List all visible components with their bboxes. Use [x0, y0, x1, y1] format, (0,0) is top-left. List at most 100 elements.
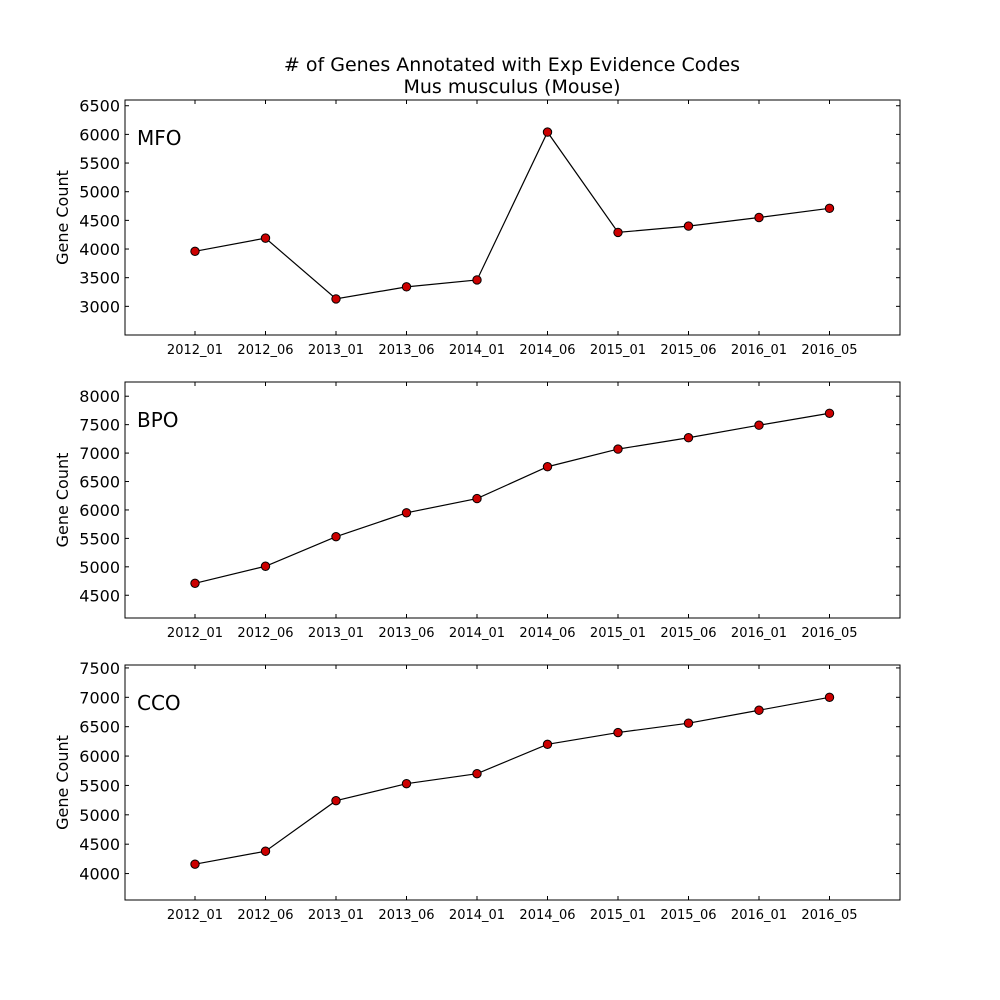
data-point	[754, 212, 764, 223]
data-point	[613, 727, 623, 738]
ytick-label: 7500	[79, 659, 120, 678]
y-axis-label: Gene Count	[53, 170, 72, 265]
xtick-label: 2012_06	[237, 626, 293, 641]
ytick-label: 6500	[79, 97, 120, 116]
subplot-cco: 4000 4500 5000 5500 6000 6500 7000 7500 2012_01 2…	[53, 659, 901, 923]
ytick-label: 3500	[79, 269, 120, 288]
data-point	[190, 859, 200, 869]
data-point	[331, 531, 341, 542]
ytick-label: 5500	[79, 154, 120, 173]
xtick-label: 2016_01	[731, 626, 787, 641]
xtick-label: 2015_01	[590, 626, 646, 641]
xtick-label: 2013_06	[378, 343, 434, 358]
chart-title: # of Genes Annotated with Exp Evidence C…	[284, 54, 740, 76]
data-point	[260, 233, 271, 243]
xtick-label: 2016_01	[731, 343, 787, 358]
ytick-label: 4000	[79, 240, 120, 259]
data-point	[260, 561, 271, 571]
xtick-label: 2014_06	[519, 343, 575, 358]
ytick-label: 5500	[79, 776, 120, 795]
chart-subtitle: Mus musculus (Mouse)	[403, 76, 620, 98]
ytick-label: 8000	[79, 387, 120, 406]
xtick-label: 2012_01	[167, 343, 223, 358]
ytick-label: 5500	[79, 529, 120, 548]
ytick-label: 6000	[79, 501, 120, 520]
data-point	[401, 508, 412, 518]
subplot-mfo: 3000 3500 4000 4500 5000 5500 6000 6500 2012_01 2…	[53, 97, 901, 358]
data-point	[260, 846, 271, 856]
xtick-label: 2015_06	[660, 343, 716, 358]
plot-frame	[124, 99, 901, 336]
xtick-label: 2016_01	[731, 908, 787, 923]
panel-label: BPO	[137, 408, 179, 432]
ytick-label: 6500	[79, 473, 120, 492]
series-line	[194, 412, 830, 584]
ytick-label: 4500	[79, 835, 120, 854]
ytick-label: 6000	[79, 747, 120, 766]
data-point	[683, 221, 694, 231]
xtick-label: 2013_01	[308, 626, 364, 641]
series-line	[194, 696, 830, 865]
data-point	[190, 578, 200, 589]
panel-label: CCO	[137, 691, 181, 715]
ytick-label: 4500	[79, 586, 120, 605]
data-point	[472, 493, 482, 504]
subplot-bpo: 4500 5000 5500 6000 6500 7000 7500 8000 2012_01 2…	[53, 381, 901, 641]
data-point	[824, 408, 835, 418]
xtick-label: 2014_01	[449, 908, 505, 923]
ytick-label: 3000	[79, 297, 120, 316]
ytick-label: 5000	[79, 558, 120, 577]
series-line	[194, 130, 830, 300]
ytick-label: 4000	[79, 865, 120, 884]
xtick-label: 2014_01	[449, 626, 505, 641]
data-point	[613, 227, 623, 238]
xtick-label: 2015_06	[660, 626, 716, 641]
xtick-label: 2013_06	[378, 908, 434, 923]
plot-frame	[124, 664, 901, 901]
xtick-label: 2016_05	[801, 626, 857, 641]
ytick-label: 5000	[79, 183, 120, 202]
xtick-label: 2012_01	[167, 626, 223, 641]
ytick-label: 7500	[79, 416, 120, 435]
xtick-label: 2013_01	[308, 908, 364, 923]
xtick-label: 2014_01	[449, 343, 505, 358]
data-point	[401, 778, 412, 789]
xtick-label: 2014_06	[519, 908, 575, 923]
xtick-label: 2012_06	[237, 343, 293, 358]
ytick-label: 7000	[79, 688, 120, 707]
data-point	[190, 246, 200, 257]
data-point	[683, 718, 694, 728]
xtick-label: 2015_06	[660, 908, 716, 923]
ytick-label: 5000	[79, 806, 120, 825]
data-point	[472, 768, 482, 779]
data-point	[754, 420, 764, 430]
data-point	[824, 203, 835, 214]
data-point	[542, 462, 553, 472]
xtick-label: 2014_06	[519, 626, 575, 641]
subplots: 3000 3500 4000 4500 5000 5500 6000 6500 2012_01 2…	[53, 97, 901, 923]
data-point	[472, 275, 482, 285]
data-point	[542, 739, 553, 750]
xtick-label: 2016_05	[801, 343, 857, 358]
data-point	[824, 692, 835, 703]
xtick-label: 2015_01	[590, 343, 646, 358]
ytick-label: 4500	[79, 211, 120, 230]
ytick-label: 7000	[79, 444, 120, 463]
xtick-label: 2013_01	[308, 343, 364, 358]
data-point	[683, 433, 694, 443]
xtick-label: 2012_01	[167, 908, 223, 923]
xtick-label: 2013_06	[378, 626, 434, 641]
data-point	[613, 444, 623, 454]
data-point	[401, 282, 412, 292]
data-point	[754, 705, 764, 715]
data-point	[331, 294, 341, 304]
ytick-label: 6000	[79, 125, 120, 144]
panel-label: MFO	[137, 126, 182, 150]
xtick-label: 2015_01	[590, 908, 646, 923]
data-point	[542, 127, 553, 137]
data-point	[331, 796, 341, 806]
y-axis-label: Gene Count	[53, 453, 72, 548]
plot-frame	[124, 381, 901, 619]
y-axis-label: Gene Count	[53, 735, 72, 830]
